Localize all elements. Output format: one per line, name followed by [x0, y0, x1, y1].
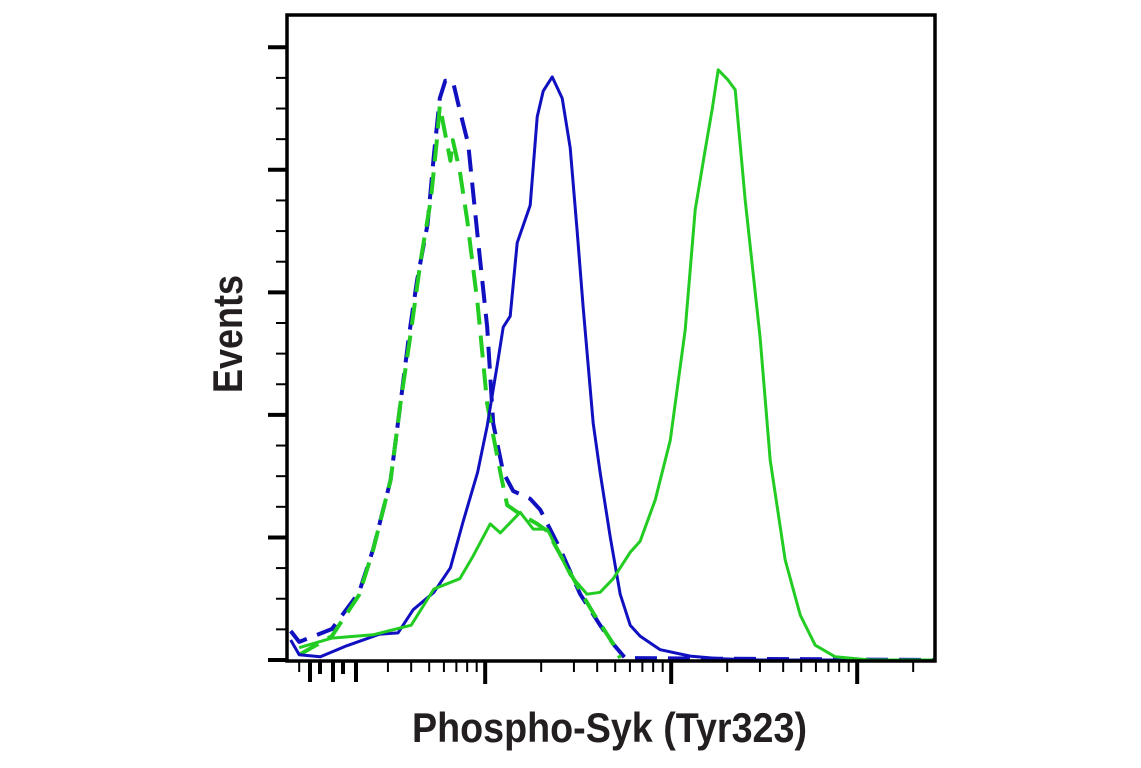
y-axis-label: Events: [204, 275, 251, 393]
series-3-solid-curve: [289, 75, 935, 662]
x-axis-label: Phospho-Syk (Tyr323): [412, 704, 807, 751]
plot-frame: [285, 13, 937, 663]
axis-ticks: [268, 45, 915, 684]
series-1-dashed-curve: [289, 78, 936, 662]
histogram-curves: [289, 68, 936, 662]
series-4-solid-curve: [298, 68, 935, 662]
